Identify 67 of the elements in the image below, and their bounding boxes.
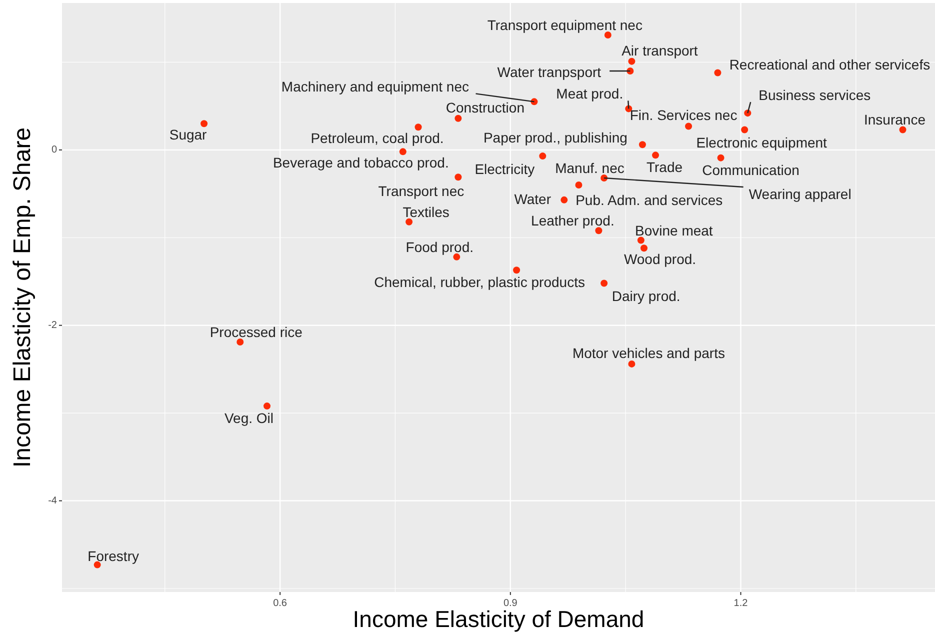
x-tick-label: 1.2	[734, 598, 748, 609]
y-tick-label: -2	[48, 320, 58, 331]
annotation: Motor vehicles and parts	[572, 344, 725, 361]
annotation: Textiles	[402, 204, 450, 220]
annotation: Bovine meat	[635, 222, 713, 238]
annotation: Wearing apparel	[748, 186, 852, 202]
point	[717, 154, 724, 162]
annotation: Electricity	[474, 161, 535, 178]
annotation: Insurance	[864, 112, 926, 128]
point	[454, 114, 462, 122]
point	[575, 182, 582, 189]
point	[454, 174, 462, 181]
point	[560, 196, 568, 204]
y-tick-label: -4	[48, 495, 58, 506]
point	[406, 218, 413, 226]
annotation: Transport equipment nec	[487, 17, 642, 34]
annotation: Air transport	[622, 42, 698, 58]
point	[236, 338, 244, 346]
annotation: Processed rice	[210, 324, 303, 340]
annotation: Transport nec	[378, 183, 464, 200]
y-tick-label: 0	[51, 144, 58, 156]
point	[652, 152, 660, 159]
point	[399, 148, 406, 156]
x-tick-label: 0.9	[503, 598, 518, 609]
annotation: Water tranpsport	[497, 64, 602, 80]
annotation: Water	[514, 191, 552, 208]
annotation: Pub. Adm. and services	[576, 192, 723, 208]
annotation: Forestry	[88, 548, 139, 564]
point	[414, 124, 422, 131]
annotation: Communication	[702, 162, 800, 178]
annotation: Veg. Oil	[224, 410, 274, 426]
point	[714, 69, 722, 76]
point	[600, 280, 608, 287]
annotation: Dairy prod.	[612, 288, 680, 304]
point	[741, 126, 748, 134]
annotation: Fin. Services nec	[630, 107, 738, 124]
point	[628, 360, 636, 368]
annotation: Manuf. nec	[555, 160, 624, 176]
x-axis-title: Income Elasticity of Demand	[352, 606, 644, 632]
point	[640, 244, 648, 252]
point	[626, 67, 634, 74]
annotation: Leather prod.	[531, 212, 614, 229]
annotation: Sugar	[169, 126, 208, 143]
point	[685, 122, 692, 130]
annotation: Petroleum, coal prod.	[310, 130, 444, 146]
annotation: Paper prod., publishing	[483, 130, 628, 146]
annotation: Beverage and tobacco prod.	[272, 154, 449, 171]
point	[539, 152, 546, 160]
annotation: Meat prod.	[556, 86, 624, 102]
annotation: Electronic equipment	[696, 134, 828, 151]
y-axis-title: Income Elasticity of Emp. Share	[9, 127, 36, 468]
annotation: Wood prod.	[624, 251, 696, 268]
annotation: Business services	[758, 87, 871, 104]
point	[264, 402, 271, 410]
point	[899, 126, 906, 134]
annotation: Recreational and other servicefs	[729, 56, 930, 73]
annotation: Chemical, rubber, plastic products	[374, 274, 585, 290]
point	[628, 58, 636, 65]
point	[200, 120, 208, 128]
x-tick-label: 0.6	[273, 598, 288, 609]
annotation: Food prod.	[406, 238, 474, 255]
annotation: Construction	[446, 99, 524, 116]
point	[638, 141, 646, 148]
annotation: Trade	[646, 159, 683, 176]
annotation: Machinery and equipment nec	[281, 78, 469, 95]
point	[513, 266, 520, 274]
point	[637, 236, 644, 244]
